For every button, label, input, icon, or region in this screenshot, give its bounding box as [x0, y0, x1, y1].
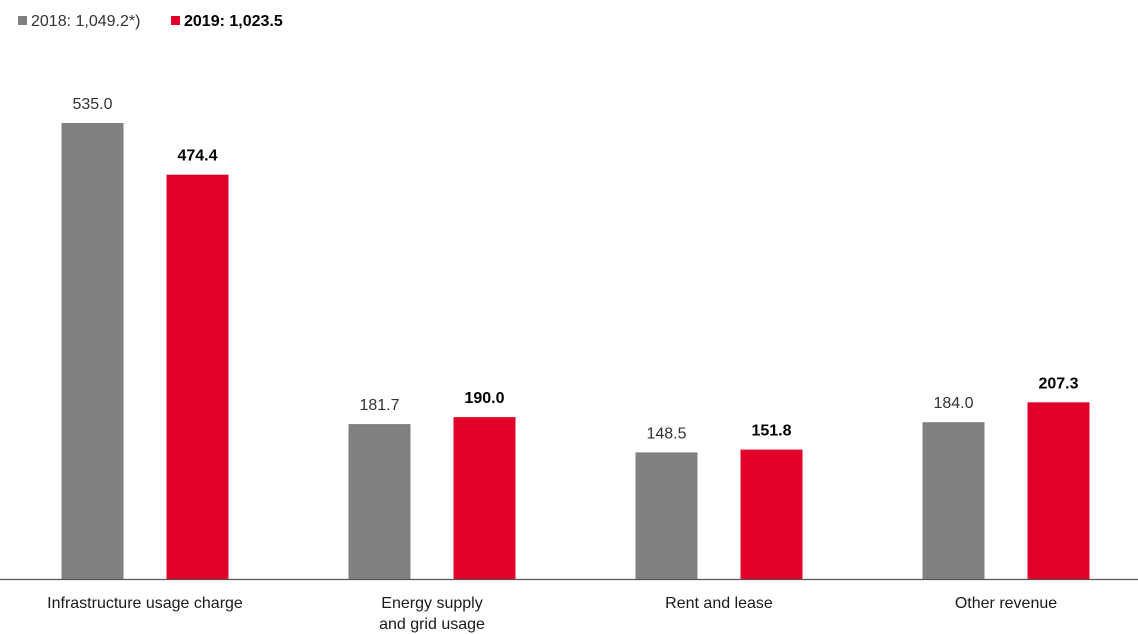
category-label-2: Rent and lease: [665, 595, 773, 612]
value-label-2018-2: 148.5: [646, 425, 686, 442]
bars-group: [61, 123, 1090, 579]
value-labels-group: 535.0 474.4 181.7 190.0 148.5 151.8 184.0 207.3: [72, 96, 1078, 442]
legend-swatch-2019: [171, 16, 180, 25]
value-label-2019-0: 474.4: [177, 148, 217, 165]
category-label-0: Infrastructure usage charge: [47, 595, 243, 612]
legend-label-2018: 2018: 1,049.2*): [31, 13, 140, 30]
bar-2018-0: [61, 123, 124, 579]
value-label-2019-3: 207.3: [1038, 375, 1078, 392]
bar-2019-1: [453, 417, 516, 579]
bar-2018-3: [922, 422, 985, 579]
legend: 2018: 1,049.2*) 2019: 1,023.5: [18, 13, 283, 30]
bar-2018-1: [348, 424, 411, 579]
category-labels-group: Infrastructure usage charge Energy supply…: [47, 595, 1057, 633]
value-label-2018-3: 184.0: [933, 395, 973, 412]
category-label-3: Other revenue: [955, 595, 1057, 612]
legend-swatch-2018: [18, 16, 27, 25]
category-label-1-line-0: Energy supply: [381, 595, 482, 612]
value-label-2019-1: 190.0: [464, 390, 504, 407]
value-label-2019-2: 151.8: [751, 423, 791, 440]
category-label-1-line-1: and grid usage: [379, 616, 485, 633]
bar-2019-0: [166, 174, 229, 579]
bar-2019-3: [1027, 402, 1090, 579]
value-label-2018-0: 535.0: [72, 96, 112, 113]
legend-label-2019: 2019: 1,023.5: [184, 13, 283, 30]
bar-2018-2: [635, 452, 698, 579]
bar-2019-2: [740, 449, 803, 579]
value-label-2018-1: 181.7: [359, 397, 399, 414]
